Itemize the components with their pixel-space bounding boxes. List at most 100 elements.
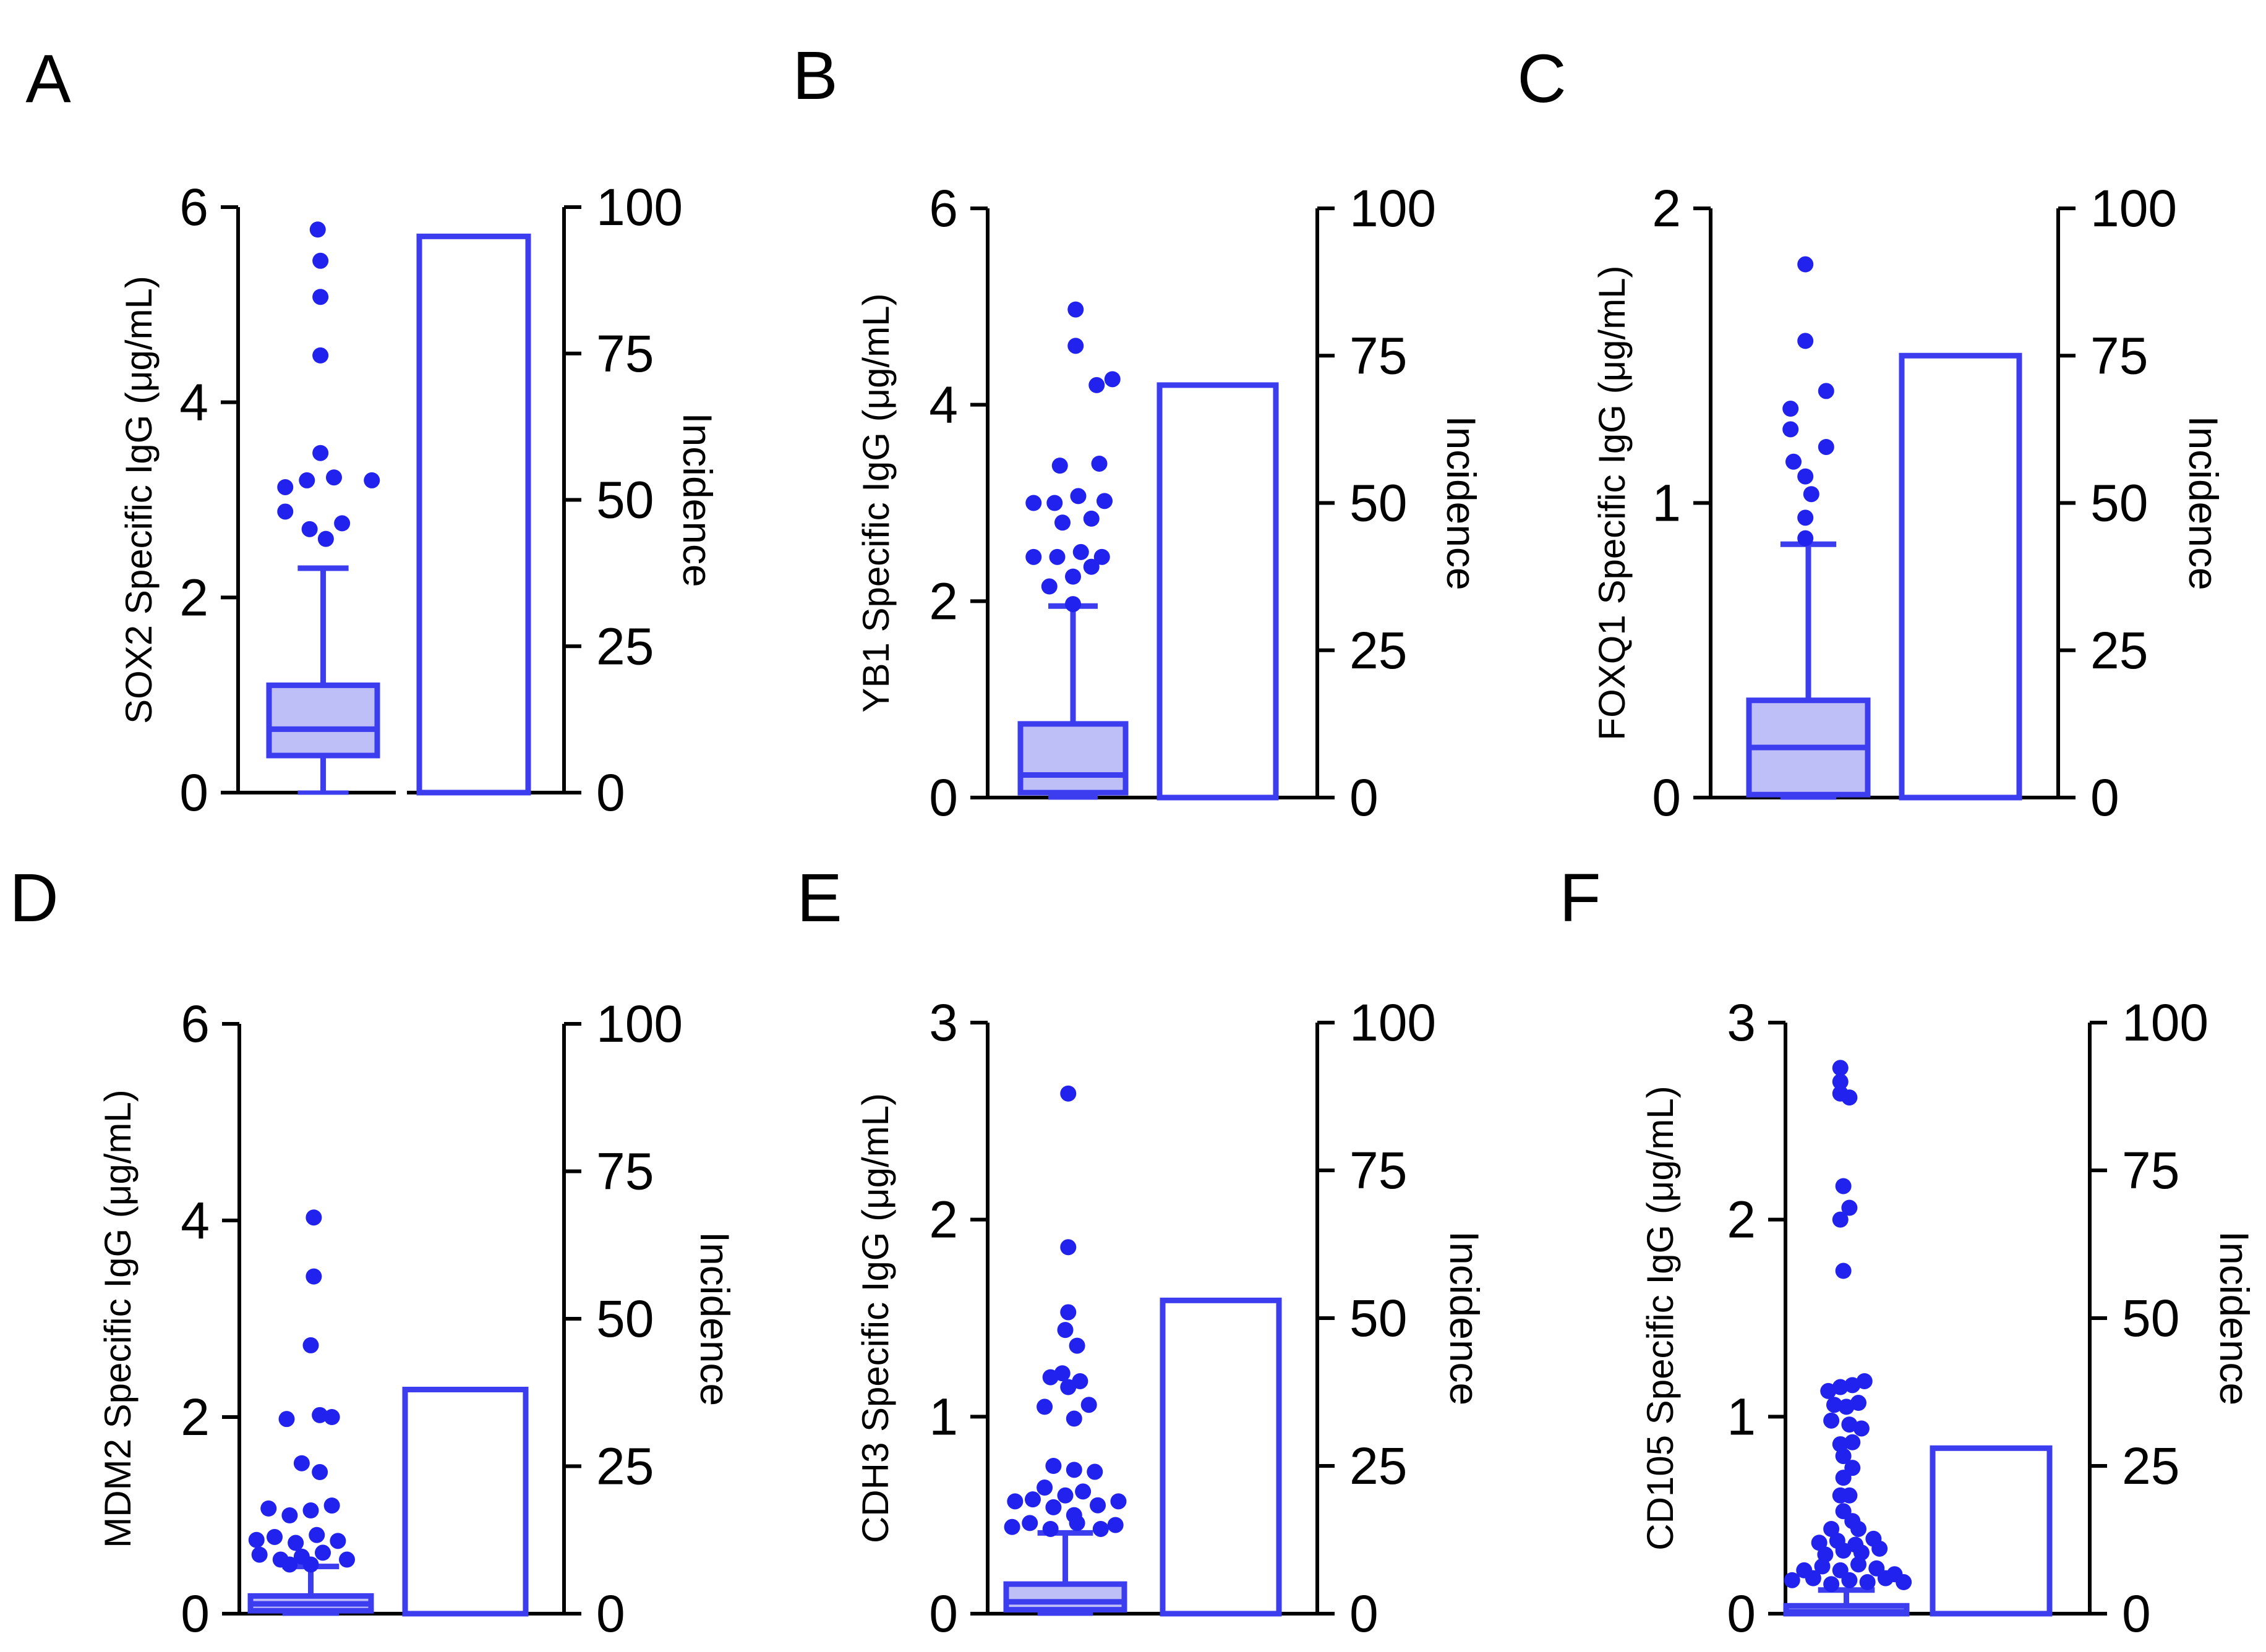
left-tick-label: 6 xyxy=(181,995,210,1053)
incidence-bar xyxy=(1930,1445,2053,1617)
outlier-point xyxy=(281,1507,298,1523)
outlier-point xyxy=(302,1337,319,1353)
left-tick-label: 2 xyxy=(181,1388,210,1446)
right-tick-label: 100 xyxy=(596,995,683,1053)
outlier-point xyxy=(281,1556,298,1573)
outlier-point xyxy=(1045,1458,1062,1474)
outlier-point xyxy=(309,221,326,238)
right-tick-label: 75 xyxy=(596,1143,654,1201)
left-tick-label: 2 xyxy=(929,572,958,630)
outlier-point xyxy=(1066,1462,1082,1478)
right-axis-title: Incidence xyxy=(2181,415,2226,590)
outlier-point xyxy=(1057,1322,1074,1339)
panel-letter-A: A xyxy=(25,41,71,117)
right-tick-label: 50 xyxy=(1349,1289,1407,1347)
panel-letter-F: F xyxy=(1559,860,1601,936)
outlier-point xyxy=(1065,568,1081,585)
outlier-point xyxy=(1075,1483,1092,1500)
outlier-point xyxy=(309,1526,325,1543)
outlier-point xyxy=(1024,1491,1041,1508)
left-tick-label: 2 xyxy=(929,1191,958,1249)
outlier-point xyxy=(1841,1416,1858,1433)
left-tick-label: 4 xyxy=(179,373,208,432)
outlier-point xyxy=(1060,1085,1077,1102)
outlier-point xyxy=(1856,1373,1873,1389)
outlier-point xyxy=(1805,1570,1821,1586)
right-tick-label: 50 xyxy=(2090,474,2148,532)
outlier-point xyxy=(1818,383,1834,399)
outlier-point xyxy=(1844,1434,1861,1450)
outlier-point xyxy=(1069,1337,1085,1354)
panel-letter-B: B xyxy=(792,38,837,114)
outlier-point xyxy=(1087,1463,1103,1480)
outlier-point xyxy=(1782,401,1799,417)
panel-letter-C: C xyxy=(1517,41,1566,117)
left-tick-label: 2 xyxy=(1727,1191,1756,1249)
outlier-point xyxy=(1877,1570,1894,1586)
left-tick-label: 6 xyxy=(929,179,958,237)
outlier-point xyxy=(1060,1304,1077,1321)
outlier-point xyxy=(1080,1397,1097,1413)
left-tick-label: 2 xyxy=(179,568,208,626)
outlier-point xyxy=(334,515,351,532)
outlier-point xyxy=(1083,510,1100,527)
right-tick-label: 100 xyxy=(1349,179,1436,237)
outlier-point xyxy=(1871,1540,1888,1557)
outlier-point xyxy=(312,445,329,461)
right-tick-label: 25 xyxy=(1349,1437,1407,1495)
left-tick-label: 0 xyxy=(1727,1585,1756,1643)
outlier-point xyxy=(1049,548,1066,565)
right-tick-label: 100 xyxy=(596,178,683,236)
panel-letter-D: D xyxy=(9,860,58,936)
outlier-point xyxy=(1025,548,1042,565)
outlier-point xyxy=(1797,509,1814,526)
right-axis-title: Incidence xyxy=(1442,1231,1487,1406)
outlier-point xyxy=(1841,1199,1858,1216)
outlier-point xyxy=(1060,1379,1077,1395)
right-tick-label: 0 xyxy=(1349,1585,1379,1643)
outlier-point xyxy=(1823,1576,1840,1593)
right-tick-label: 25 xyxy=(596,617,654,675)
outlier-point xyxy=(1083,558,1100,575)
iqr-box xyxy=(1003,1581,1127,1613)
outlier-point xyxy=(277,503,294,520)
outlier-point xyxy=(1797,530,1814,547)
outlier-point xyxy=(1818,438,1834,455)
left-tick-label: 0 xyxy=(929,769,958,827)
outlier-point xyxy=(1007,1493,1024,1510)
left-axis-title: CDH3 Specific IgG (μg/mL) xyxy=(855,1093,896,1543)
outlier-point xyxy=(312,347,329,364)
left-tick-label: 0 xyxy=(929,1585,958,1643)
outlier-point xyxy=(1072,543,1089,560)
outlier-point xyxy=(1850,1556,1866,1573)
right-tick-label: 25 xyxy=(2122,1437,2179,1495)
outlier-point xyxy=(1092,1520,1109,1537)
left-tick-label: 1 xyxy=(1652,474,1681,532)
panel-B: B 0 2 4 6 0 25 50 75 100 YB1 Specific IgG (μg/mL) I… xyxy=(792,38,1484,827)
outlier-point xyxy=(330,1533,346,1549)
outlier-point xyxy=(1022,1515,1038,1531)
outlier-point xyxy=(1841,1572,1858,1588)
outlier-point xyxy=(1835,1178,1852,1194)
outlier-point xyxy=(1097,493,1113,509)
right-tick-label: 25 xyxy=(1349,621,1407,679)
outlier-point xyxy=(1784,1572,1800,1588)
right-tick-label: 0 xyxy=(2122,1585,2151,1643)
right-tick-label: 75 xyxy=(596,325,654,383)
outlier-point xyxy=(1797,256,1814,273)
left-axis-title: MDM2 Specific IgG (μg/mL) xyxy=(97,1089,139,1548)
right-tick-label: 0 xyxy=(1349,769,1379,827)
outlier-point xyxy=(1054,514,1071,531)
outlier-point xyxy=(1823,1520,1840,1537)
right-tick-label: 0 xyxy=(596,1585,625,1643)
outlier-point xyxy=(302,1556,319,1573)
panel-letter-E: E xyxy=(797,860,842,936)
left-axis-title: FOXQ1 Specific IgG (μg/mL) xyxy=(1591,265,1633,740)
outlier-point xyxy=(1046,495,1063,511)
outlier-point xyxy=(1107,1517,1124,1533)
outlier-point xyxy=(1835,1543,1852,1559)
outlier-point xyxy=(326,469,342,486)
outlier-point xyxy=(1896,1574,1912,1591)
outlier-point xyxy=(317,530,334,547)
